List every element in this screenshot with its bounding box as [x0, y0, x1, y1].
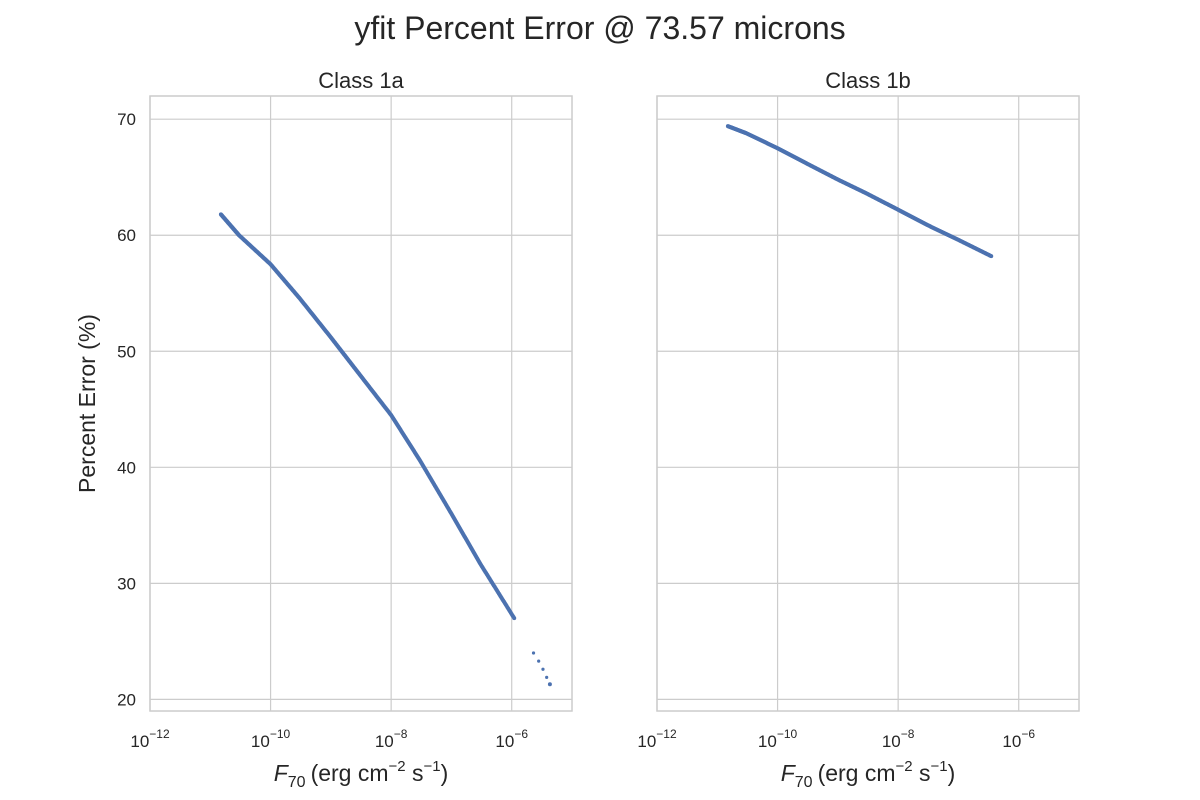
x-label-units: )	[948, 760, 956, 786]
x-label-exponent: −2	[389, 758, 406, 775]
panel-title: Class 1b	[825, 68, 911, 93]
x-tick-exponent: −6	[1021, 727, 1035, 741]
x-label-units: (erg cm	[311, 760, 389, 786]
x-axis-label: F70 (erg cm−2 s−1)	[274, 758, 449, 791]
data-point	[545, 675, 549, 679]
x-tick-base: 10	[375, 732, 394, 751]
x-label-units: s	[406, 760, 424, 786]
x-axis-label: F70 (erg cm−2 s−1)	[781, 758, 956, 791]
y-axis-label: Percent Error (%)	[74, 314, 100, 493]
x-label-units: s	[913, 760, 931, 786]
panel-title: Class 1a	[318, 68, 404, 93]
x-label-units: )	[441, 760, 449, 786]
x-label-exponent: −1	[931, 758, 948, 775]
x-label-subscript: 70	[288, 774, 306, 791]
x-tick-exponent: −12	[149, 727, 170, 741]
x-tick-base: 10	[1002, 732, 1021, 751]
y-tick-label: 40	[117, 458, 136, 477]
x-tick-label: 10−12	[130, 727, 170, 751]
y-tick-label: 20	[117, 690, 136, 709]
x-label-exponent: −2	[896, 758, 913, 775]
x-tick-label: 10−12	[637, 727, 677, 751]
x-tick-label: 10−8	[882, 727, 915, 751]
x-tick-exponent: −10	[777, 727, 798, 741]
x-tick-exponent: −6	[514, 727, 528, 741]
x-tick-label: 10−10	[758, 727, 798, 751]
y-tick-label: 60	[117, 226, 136, 245]
x-tick-base: 10	[130, 732, 149, 751]
x-tick-exponent: −12	[656, 727, 677, 741]
plot-frame	[656, 95, 1080, 712]
x-tick-base: 10	[758, 732, 777, 751]
x-tick-base: 10	[637, 732, 656, 751]
x-tick-exponent: −8	[394, 727, 408, 741]
x-label-symbol: F	[781, 760, 797, 786]
x-tick-label: 10−6	[495, 727, 528, 751]
plot-frame	[149, 95, 573, 712]
data-point	[541, 667, 545, 671]
x-tick-base: 10	[882, 732, 901, 751]
data-point	[512, 616, 517, 621]
y-tick-label: 50	[117, 342, 136, 361]
data-point	[531, 651, 536, 655]
x-label-exponent: −1	[424, 758, 441, 775]
figure-title: yfit Percent Error @ 73.57 microns	[354, 10, 846, 46]
x-tick-label: 10−10	[251, 727, 291, 751]
x-tick-label: 10−6	[1002, 727, 1035, 751]
x-label-symbol: F	[274, 760, 290, 786]
y-tick-label: 30	[117, 574, 136, 593]
data-point	[547, 682, 552, 687]
x-tick-label: 10−8	[375, 727, 408, 751]
x-tick-base: 10	[251, 732, 270, 751]
x-tick-base: 10	[495, 732, 514, 751]
x-label-units: (erg cm	[818, 760, 896, 786]
y-tick-label: 70	[117, 110, 136, 129]
x-tick-exponent: −8	[901, 727, 915, 741]
x-tick-exponent: −10	[270, 727, 291, 741]
x-label-subscript: 70	[795, 774, 813, 791]
data-point	[537, 659, 541, 663]
data-point	[989, 254, 994, 259]
